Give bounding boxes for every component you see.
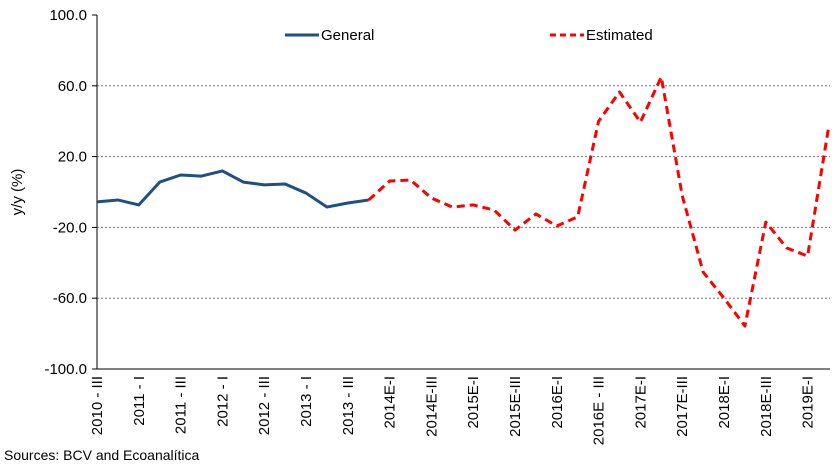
x-tick-label: 2019E-I bbox=[800, 376, 817, 429]
x-tick-label: 2017E-III bbox=[674, 376, 691, 437]
y-tick-label: -60.0 bbox=[53, 290, 87, 307]
series-line bbox=[96, 169, 369, 209]
y-tick-label: -100.0 bbox=[44, 361, 87, 378]
y-axis-label: y/y (%) bbox=[9, 169, 26, 216]
x-tick-label: 2012 - I bbox=[214, 376, 231, 427]
x-tick-label: 2016E-I bbox=[549, 376, 566, 429]
y-tick-label: 20.0 bbox=[58, 149, 87, 166]
x-tick-label: 2017E-I bbox=[632, 376, 649, 429]
x-tick-label: 2015E-III bbox=[507, 376, 524, 437]
x-tick-label: 2011 - III bbox=[173, 376, 190, 434]
x-tick-label: 2013 - III bbox=[340, 376, 357, 435]
y-tick-label: 60.0 bbox=[58, 78, 87, 95]
y-tick-label: 100.0 bbox=[49, 7, 87, 24]
x-tick-label: 2015E-I bbox=[465, 376, 482, 429]
source-note: Sources: BCV and Ecoanalítica bbox=[4, 447, 200, 463]
legend-label: General bbox=[321, 27, 374, 44]
legend-label: Estimated bbox=[586, 27, 653, 44]
x-tick-label: 2018E-I bbox=[716, 376, 733, 429]
series-line bbox=[367, 75, 830, 328]
x-tick-label: 2013 - I bbox=[298, 376, 315, 427]
x-tick-label: 2014E-I bbox=[382, 376, 399, 429]
x-tick-label: 2012 - III bbox=[256, 376, 273, 435]
y-tick-label: -20.0 bbox=[53, 219, 87, 236]
x-tick-label: 2016E - III bbox=[591, 376, 608, 445]
x-tick-label: 2010 - III bbox=[89, 376, 106, 435]
x-tick-label: 2014E-III bbox=[423, 376, 440, 437]
x-tick-label: 2011 - I bbox=[131, 376, 148, 426]
x-tick-label: 2018E-III bbox=[758, 376, 775, 437]
